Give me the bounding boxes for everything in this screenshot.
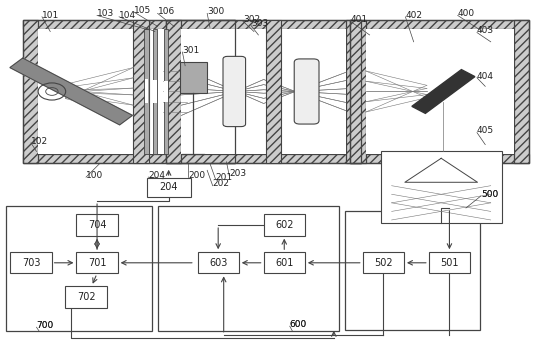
Bar bbox=[153, 80, 157, 103]
Text: 700: 700 bbox=[36, 321, 54, 330]
Text: 302: 302 bbox=[243, 15, 260, 24]
Bar bbox=[166, 20, 362, 163]
Bar bbox=[65, 287, 107, 308]
Text: 301: 301 bbox=[182, 46, 200, 55]
Bar bbox=[363, 252, 404, 273]
Text: 300: 300 bbox=[207, 7, 225, 16]
Text: 501: 501 bbox=[440, 258, 459, 268]
Bar bbox=[381, 151, 502, 223]
Bar bbox=[345, 212, 480, 330]
Bar bbox=[351, 154, 529, 163]
Text: 601: 601 bbox=[275, 258, 294, 268]
Text: 303: 303 bbox=[251, 20, 268, 29]
Bar bbox=[23, 20, 235, 29]
Text: 500: 500 bbox=[481, 190, 498, 199]
Text: 401: 401 bbox=[351, 15, 368, 24]
Bar bbox=[38, 29, 219, 154]
Text: 203: 203 bbox=[229, 169, 246, 178]
Bar bbox=[10, 252, 52, 273]
Bar bbox=[23, 20, 38, 163]
Bar bbox=[166, 20, 362, 29]
Text: 700: 700 bbox=[36, 321, 54, 330]
Text: 204: 204 bbox=[148, 171, 165, 180]
Text: 403: 403 bbox=[477, 26, 494, 35]
Text: 204: 204 bbox=[160, 182, 178, 192]
Bar bbox=[164, 81, 167, 102]
Text: 404: 404 bbox=[477, 72, 494, 80]
Text: 702: 702 bbox=[77, 292, 95, 302]
Bar bbox=[23, 20, 235, 163]
Text: 405: 405 bbox=[477, 126, 494, 136]
Bar bbox=[219, 20, 235, 163]
Bar bbox=[264, 252, 305, 273]
Text: 600: 600 bbox=[290, 320, 307, 329]
Bar bbox=[134, 20, 149, 163]
Bar bbox=[198, 252, 239, 273]
Bar bbox=[164, 29, 168, 154]
Bar bbox=[145, 29, 149, 154]
Text: 106: 106 bbox=[158, 7, 175, 16]
Bar bbox=[179, 62, 207, 93]
Text: 400: 400 bbox=[458, 9, 475, 18]
Bar bbox=[264, 214, 305, 236]
Bar bbox=[153, 29, 157, 154]
Text: 402: 402 bbox=[405, 11, 422, 20]
Text: 202: 202 bbox=[213, 180, 230, 189]
Text: 101: 101 bbox=[42, 11, 59, 20]
Bar bbox=[346, 20, 362, 163]
FancyBboxPatch shape bbox=[294, 59, 319, 124]
FancyBboxPatch shape bbox=[223, 56, 246, 127]
Polygon shape bbox=[10, 58, 132, 125]
Bar bbox=[76, 214, 118, 236]
Text: 703: 703 bbox=[22, 258, 40, 268]
Polygon shape bbox=[412, 69, 475, 114]
Text: 600: 600 bbox=[290, 320, 307, 329]
Text: 201: 201 bbox=[215, 173, 232, 182]
Bar bbox=[147, 178, 190, 197]
Bar bbox=[158, 206, 339, 331]
Bar bbox=[514, 20, 529, 163]
Bar bbox=[23, 154, 235, 163]
Polygon shape bbox=[405, 158, 477, 182]
Bar bbox=[351, 20, 529, 29]
Bar bbox=[351, 20, 366, 163]
Bar bbox=[145, 79, 148, 104]
Bar bbox=[6, 206, 152, 331]
Text: 104: 104 bbox=[119, 11, 136, 20]
Bar bbox=[351, 20, 529, 163]
Text: 500: 500 bbox=[481, 190, 498, 199]
Bar bbox=[266, 20, 281, 163]
Bar bbox=[166, 20, 181, 163]
Text: 603: 603 bbox=[209, 258, 227, 268]
Text: 704: 704 bbox=[88, 220, 107, 230]
Text: 602: 602 bbox=[275, 220, 294, 230]
Bar bbox=[76, 252, 118, 273]
Text: 105: 105 bbox=[134, 6, 151, 15]
Text: 701: 701 bbox=[88, 258, 107, 268]
Text: 200: 200 bbox=[188, 171, 205, 180]
Text: 102: 102 bbox=[31, 137, 48, 146]
Bar bbox=[181, 29, 346, 154]
Text: 100: 100 bbox=[86, 171, 103, 180]
Bar bbox=[166, 154, 362, 163]
Text: 103: 103 bbox=[97, 9, 114, 18]
Bar bbox=[366, 29, 514, 154]
Bar bbox=[429, 252, 470, 273]
Text: 502: 502 bbox=[374, 258, 392, 268]
